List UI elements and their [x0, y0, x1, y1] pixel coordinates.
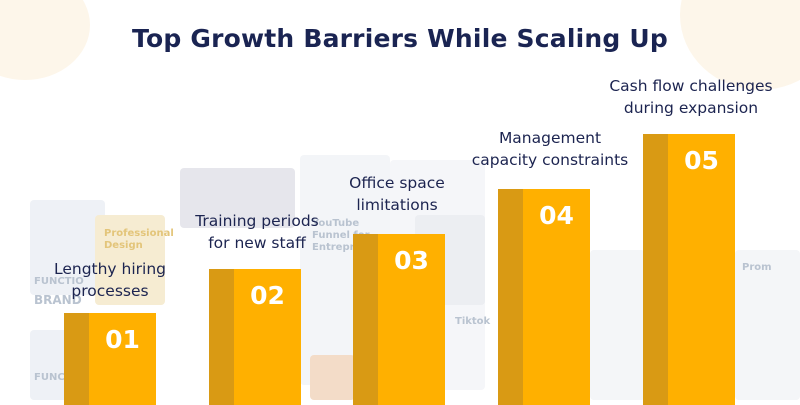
- step-label-line: Training periods: [195, 212, 319, 230]
- step-bar-shade: [64, 313, 89, 405]
- step-number: 05: [684, 146, 719, 175]
- bg-text: FUNCTI: [34, 372, 76, 383]
- bg-text: BRAND: [34, 293, 82, 307]
- step-label-line: for new staff: [208, 234, 306, 252]
- bg-text: Prom: [742, 262, 772, 273]
- step-label-line: processes: [71, 282, 149, 300]
- bg-tile: [590, 250, 645, 400]
- bg-text: Design: [104, 240, 143, 251]
- step-label-line: Lengthy hiring: [53, 260, 167, 278]
- step-bar-01: 01: [64, 313, 156, 405]
- step-label-01: Lengthy hiring processes: [30, 258, 190, 302]
- step-bar-02: 02: [209, 269, 301, 405]
- step-label-line: Office space: [349, 174, 445, 192]
- bg-text: Funnel for: [312, 230, 370, 241]
- bg-tile: [30, 200, 105, 295]
- step-bar-shade: [209, 269, 234, 405]
- step-label-04: Management capacity constraints: [450, 127, 650, 171]
- step-label-line: capacity constraints: [471, 151, 629, 169]
- step-label-05: Cash flow challenges during expansion: [586, 75, 796, 119]
- bg-text: YouTube: [312, 218, 360, 229]
- bg-text: Tiktok: [455, 316, 491, 327]
- bg-tile: [180, 168, 295, 228]
- step-number: 03: [394, 246, 429, 275]
- bg-tile: [735, 250, 800, 400]
- step-bar-shade: [353, 234, 378, 405]
- step-number: 01: [105, 325, 140, 354]
- bg-text: FUNCTIO: [34, 276, 84, 287]
- step-label-02: Training periods for new staff: [172, 210, 342, 254]
- step-number: 02: [250, 281, 285, 310]
- bg-text: Entrepreneur: [312, 242, 388, 253]
- step-bar-03: 03: [353, 234, 445, 405]
- step-bar-shade: [643, 134, 668, 405]
- step-label-line: Cash flow challenges: [609, 77, 773, 95]
- step-bar-shade: [498, 189, 523, 405]
- step-number: 04: [539, 201, 574, 230]
- step-bar-05: 05: [643, 134, 735, 405]
- step-label-line: Management: [498, 129, 602, 147]
- step-label-03: Office space limitations: [322, 172, 472, 216]
- bg-tile: [95, 215, 165, 305]
- step-label-line: during expansion: [623, 99, 759, 117]
- bg-tile: [310, 355, 355, 400]
- step-label-line: limitations: [356, 196, 438, 214]
- bg-text: Professional: [104, 228, 174, 239]
- page-title: Top Growth Barriers While Scaling Up: [132, 24, 668, 53]
- step-bar-04: 04: [498, 189, 590, 405]
